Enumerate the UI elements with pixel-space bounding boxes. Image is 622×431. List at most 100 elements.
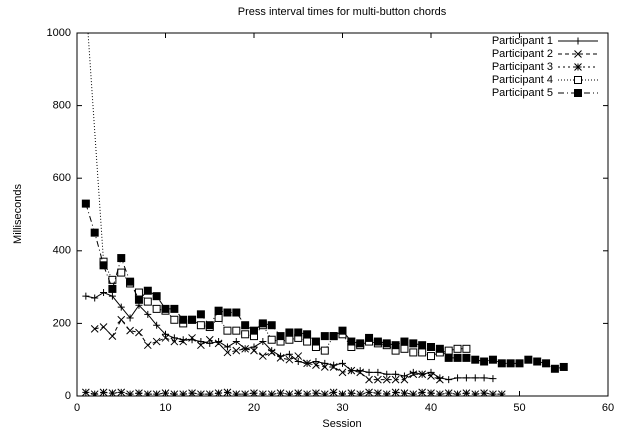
point [99,261,108,270]
point [126,277,135,286]
x-tick-label: 20 [248,402,260,414]
legend-label: Participant 2 [492,48,553,60]
point [108,332,117,340]
point [161,334,170,342]
series-line [85,203,564,370]
point [250,389,258,396]
point [444,346,453,355]
y-tick-label: 200 [53,317,71,329]
point [99,388,108,396]
point [294,389,303,396]
point [205,321,214,330]
point [117,254,126,263]
point [161,389,170,396]
point [241,344,250,353]
point [374,389,382,396]
point [143,341,152,350]
point [303,359,311,368]
point [294,328,303,337]
point [497,390,506,396]
point [267,390,276,396]
point [81,388,90,396]
point [356,368,365,377]
point [223,326,232,335]
point [365,368,373,376]
point [524,355,533,364]
point [303,330,312,339]
legend-marker [574,50,582,58]
point [258,390,267,396]
point [258,319,267,328]
point [427,389,435,396]
legend-marker [574,89,582,97]
point [100,289,108,297]
point [356,339,365,348]
y-tick-label: 600 [53,172,71,184]
point [338,368,347,377]
point [108,292,116,300]
point [312,389,320,396]
point [82,292,90,300]
point [205,335,214,344]
legend-marker [574,37,582,45]
point [356,390,365,396]
point [196,321,205,330]
point [232,326,241,335]
legend-marker [574,76,582,84]
legend-label: Participant 5 [492,87,553,99]
y-tick-label: 0 [65,390,71,402]
point [382,375,391,384]
point [444,353,453,362]
point [223,308,232,317]
point [347,337,356,346]
point [117,315,126,324]
point [471,390,480,396]
point [161,304,170,313]
point [338,326,347,335]
point [374,368,382,376]
point [303,337,312,346]
point [435,375,444,384]
point [347,389,356,396]
point [409,370,418,379]
point [188,315,197,324]
point [489,375,497,383]
point [480,389,488,396]
point [418,370,427,379]
y-axis-label: Milliseconds [12,184,24,244]
point [471,374,479,382]
legend-label: Participant 3 [492,61,553,73]
point [294,358,302,366]
point [338,390,347,396]
point [214,389,223,396]
point [285,355,294,364]
point [321,359,329,367]
point [329,363,338,371]
point [435,344,444,353]
point [205,390,214,396]
point [311,337,320,346]
point [258,352,267,360]
point [497,359,506,368]
point [206,339,214,347]
point [400,344,409,353]
point [391,388,400,396]
point [162,330,169,338]
point [409,339,418,348]
point [533,357,542,366]
point [391,341,400,350]
point [232,338,240,346]
point [90,324,99,333]
point [320,332,329,341]
legend-label: Participant 1 [492,35,553,47]
y-tick-label: 1000 [47,27,71,39]
legend-marker [574,63,582,71]
point [143,286,152,295]
point [339,359,346,367]
y-tick-label: 800 [53,100,71,112]
point [392,370,400,378]
point [480,357,489,366]
point [285,390,294,396]
point [214,306,223,315]
